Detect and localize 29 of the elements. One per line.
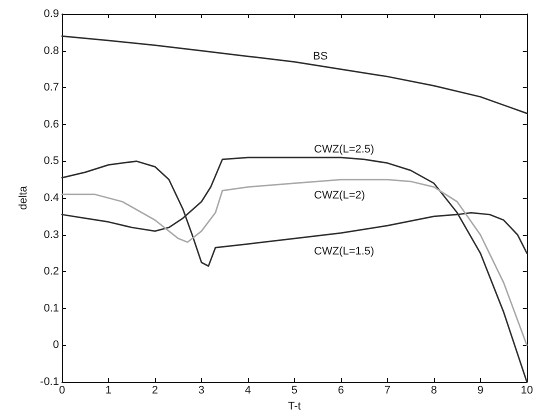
y-tick-label: 0.5 (44, 155, 59, 168)
series-label: CWZ(L=2.5) (314, 144, 374, 156)
x-tick-label: 9 (477, 384, 484, 396)
x-tick-label: 8 (430, 384, 437, 396)
x-tick-label: 4 (244, 384, 252, 396)
x-tick-label: 6 (338, 384, 344, 396)
y-tick-label: 0.9 (44, 8, 59, 20)
y-tick-label: 0.3 (44, 228, 59, 241)
line-series (61, 178, 528, 346)
series-label: CWZ(L=2) (314, 190, 366, 202)
y-tick-label: 0.2 (44, 266, 59, 278)
x-tick-label: 1 (105, 384, 112, 396)
line-series (61, 35, 528, 114)
y-tick-label: -0.1 (40, 376, 59, 388)
y-tick-label: 0.8 (44, 44, 59, 57)
series-label: CWZ(L=1.5) (314, 246, 374, 258)
y-tick-label: 0 (52, 339, 59, 352)
series-label: BS (313, 50, 328, 62)
y-tick-label: 0.6 (44, 118, 59, 130)
x-tick-label: 7 (384, 384, 390, 396)
x-tick-label: 5 (291, 384, 298, 396)
x-tick-label: 3 (198, 384, 205, 396)
y-axis-title: delta (18, 185, 30, 210)
x-axis-title: T-t (288, 400, 301, 412)
y-tick-label: 0.1 (44, 302, 59, 314)
y-tick-label: 0.7 (44, 82, 59, 94)
x-tick-label: 10 (520, 384, 534, 396)
y-tick-label: 0.4 (44, 192, 59, 204)
x-tick-label: 2 (152, 384, 158, 396)
